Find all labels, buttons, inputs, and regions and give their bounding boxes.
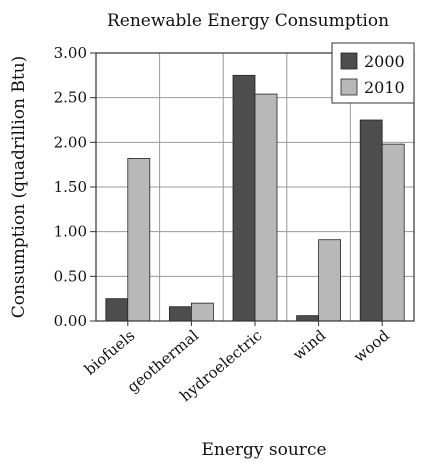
x-tick-label-wind: wind: [289, 326, 329, 364]
bar-geothermal-2000: [168, 306, 192, 322]
legend: 2000 2010: [331, 42, 415, 104]
legend-label-2000: 2000: [364, 52, 405, 71]
y-tick-label-2: 1.00: [54, 223, 87, 241]
bars: [105, 74, 405, 322]
x-tick-label-biofuels: biofuels: [81, 326, 139, 378]
axes: [90, 52, 415, 326]
y-tick-label-4: 2.00: [54, 133, 87, 151]
y-tick-label-3: 1.50: [54, 178, 87, 196]
x-axis-label: Energy source: [201, 440, 326, 460]
legend-label-2010: 2010: [364, 78, 405, 97]
bar-wind-2010: [318, 239, 342, 322]
bar-biofuels-2010: [127, 158, 151, 322]
bar-geothermal-2010: [190, 302, 214, 322]
legend-swatch-2000: [340, 52, 358, 70]
y-axis-label: Consumption (quadrillion Btu): [9, 56, 29, 319]
chart-title: Renewable Energy Consumption: [107, 11, 389, 31]
y-tick-labels: 0.00 0.50 1.00 1.50 2.00 2.50 3.00: [54, 44, 87, 330]
bar-hydroelectric-2010: [254, 93, 278, 322]
y-tick-label-5: 2.50: [54, 89, 87, 107]
y-tick-label-0: 0.00: [54, 312, 87, 330]
y-tick-label-1: 0.50: [54, 267, 87, 285]
y-tick-label-6: 3.00: [54, 44, 87, 62]
x-tick-label-wood: wood: [350, 326, 393, 366]
legend-swatch-2010: [340, 78, 358, 96]
bar-wind-2000: [296, 315, 320, 322]
bar-hydroelectric-2000: [232, 74, 256, 322]
bar-wood-2010: [381, 143, 405, 322]
bar-wood-2000: [359, 119, 383, 322]
bar-biofuels-2000: [105, 298, 129, 322]
plot-frame: [95, 52, 415, 322]
